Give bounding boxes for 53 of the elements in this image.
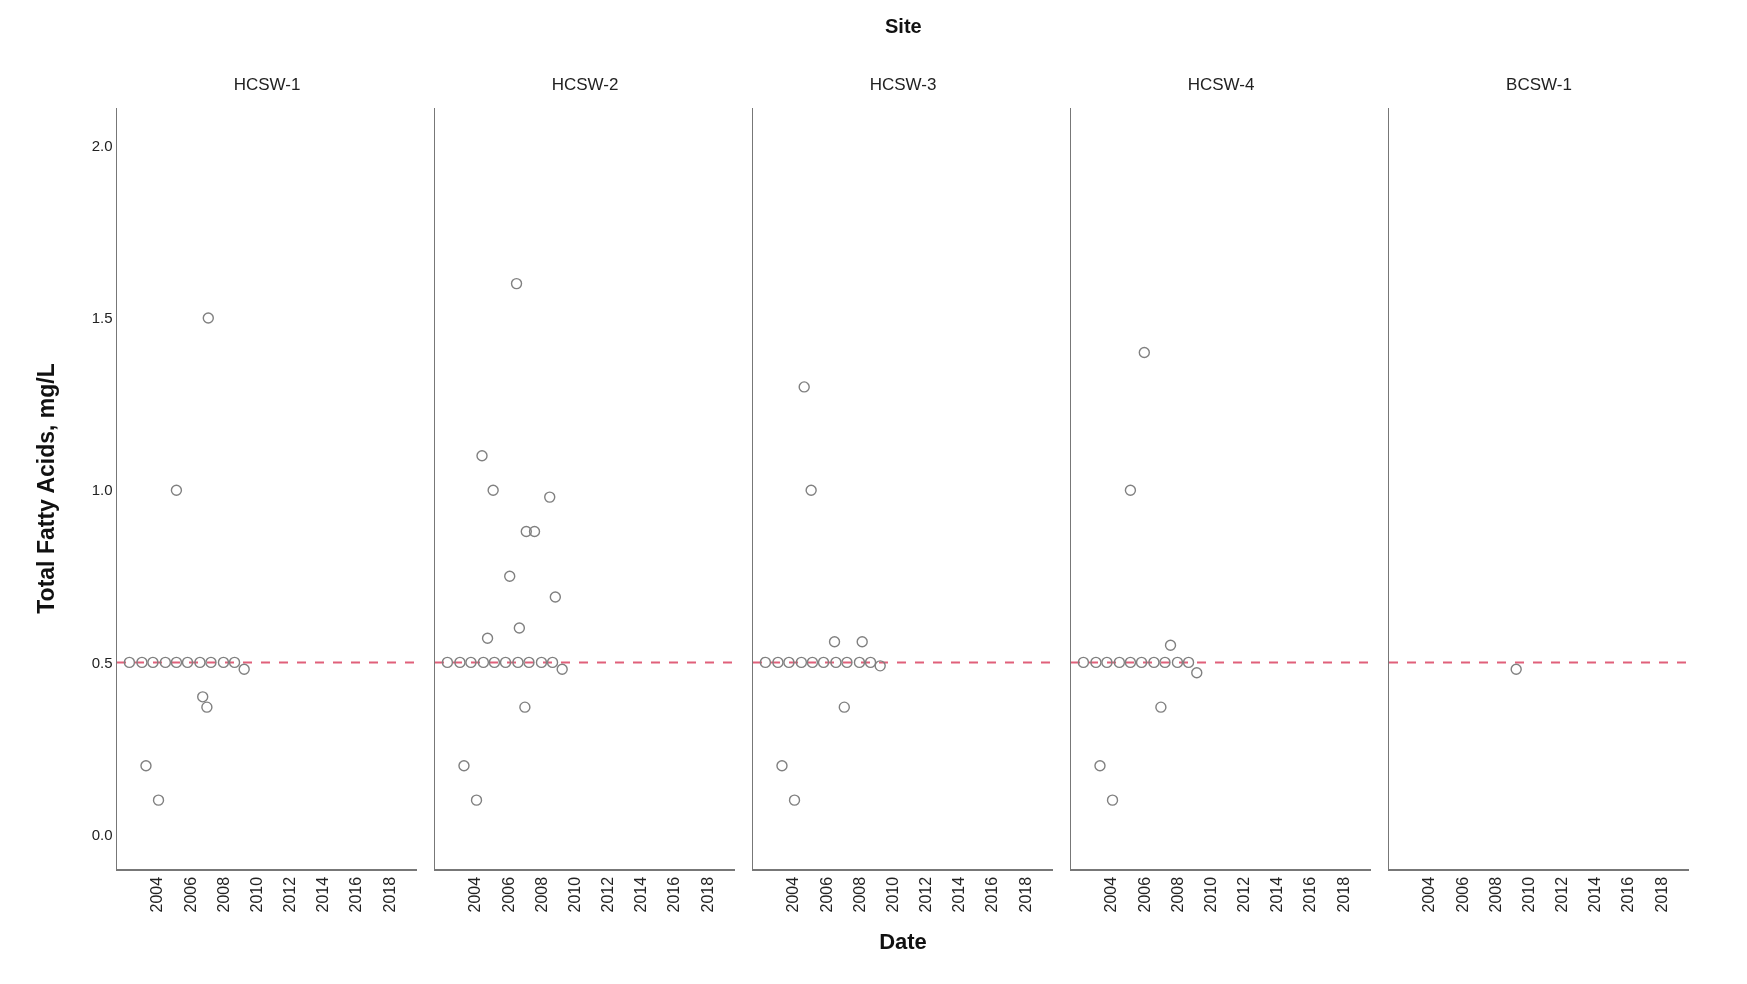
x-tick-label: 2018 xyxy=(1334,876,1352,913)
x-tick-label: 2010 xyxy=(247,876,265,913)
x-tick-label: 2012 xyxy=(1553,876,1571,913)
x-tick-label: 2010 xyxy=(1201,876,1219,913)
text: Site xyxy=(885,15,922,37)
x-tick-label: 2008 xyxy=(214,876,232,913)
x-tick-label: 2012 xyxy=(1235,876,1253,913)
x-tick-label: 2008 xyxy=(1168,876,1186,913)
x-tick-label: 2004 xyxy=(148,876,166,913)
x-tick-label: 2016 xyxy=(347,876,365,913)
chart-title: HCSW-3 xyxy=(869,74,937,94)
x-tick-label: 2010 xyxy=(565,876,583,913)
x-tick-label: 2016 xyxy=(665,876,683,913)
chart-title: HCSW-1 xyxy=(233,74,301,94)
chart-title: HCSW-2 xyxy=(551,74,619,94)
x-tick-label: 2014 xyxy=(1268,876,1286,913)
x-tick-label: 2006 xyxy=(1135,876,1153,913)
x-tick-label: 2018 xyxy=(380,876,398,913)
x-tick-label: 2006 xyxy=(817,876,835,913)
x-tick-label: 2006 xyxy=(499,876,517,913)
y-tick-label: 2.0 xyxy=(91,137,113,155)
x-tick-label: 2012 xyxy=(917,876,935,913)
x-tick-label: 2008 xyxy=(532,876,550,913)
x-tick-label: 2016 xyxy=(983,876,1001,913)
x-tick-label: 2010 xyxy=(883,876,901,913)
x-tick-label: 2014 xyxy=(950,876,968,913)
x-tick-label: 2018 xyxy=(1016,876,1034,913)
x-tick-label: 2004 xyxy=(784,876,802,913)
x-tick-label: 2006 xyxy=(1453,876,1471,913)
chart-title: BCSW-1 xyxy=(1506,74,1572,94)
x-tick-label: 2012 xyxy=(599,876,617,913)
x-tick-label: 2008 xyxy=(850,876,868,913)
y-tick-label: 1.5 xyxy=(91,309,113,327)
x-tick-label: 2016 xyxy=(1619,876,1637,913)
x-tick-label: 2014 xyxy=(632,876,650,913)
x-tick-label: 2004 xyxy=(466,876,484,913)
x-tick-label: 2010 xyxy=(1519,876,1537,913)
x-axis-title: Date xyxy=(879,929,927,955)
x-tick-label: 2014 xyxy=(1586,876,1604,913)
x-tick-label: 2016 xyxy=(1301,876,1319,913)
x-tick-label: 2012 xyxy=(281,876,299,913)
x-tick-label: 2004 xyxy=(1420,876,1438,913)
chart-title: HCSW-4 xyxy=(1187,74,1255,94)
y-axis-title: Total Fatty Acids, mg/L xyxy=(33,363,60,614)
x-tick-label: 2006 xyxy=(181,876,199,913)
x-tick-label: 2014 xyxy=(314,876,332,913)
y-tick-label: 1.0 xyxy=(91,481,113,499)
x-tick-label: 2008 xyxy=(1486,876,1504,913)
x-tick-label: 2018 xyxy=(1652,876,1670,913)
y-tick-label: 0.5 xyxy=(91,653,113,671)
x-tick-label: 2018 xyxy=(698,876,716,913)
y-tick-label: 0.0 xyxy=(91,825,113,843)
x-tick-label: 2004 xyxy=(1102,876,1120,913)
